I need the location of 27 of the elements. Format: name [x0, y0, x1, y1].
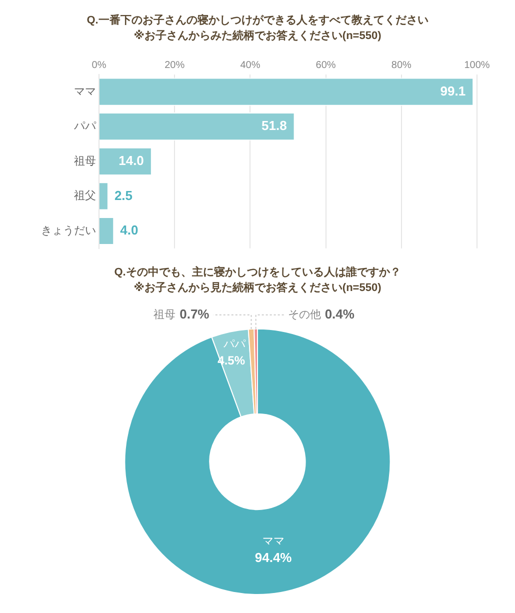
data-label: 4.0 [120, 222, 138, 238]
chart-subtitle: ※お子さんからみた続柄でお答えください(n=550) [134, 28, 382, 42]
chart-title: Q.一番下のお子さんの寝かしつけができる人をすべて教えてください [86, 14, 428, 27]
chart-title: Q.その中でも、主に寝かしつけをしている人は誰ですか？ [114, 266, 401, 279]
y-tick-label: きょうだい [41, 225, 96, 238]
slice-label: その他 [288, 308, 321, 321]
x-tick-label: 80% [391, 60, 412, 72]
slice-label: 祖母 [154, 308, 176, 321]
data-label: 14.0 [118, 152, 144, 168]
chart-subtitle: ※お子さんから見た続柄でお答えください(n=550) [134, 280, 382, 294]
slice-label: ママ [262, 536, 284, 548]
x-tick-label: 0% [92, 60, 106, 72]
x-tick-label: 100% [464, 60, 490, 72]
slice-label: パパ [222, 338, 246, 350]
data-label: 0.7% [180, 306, 210, 322]
data-label: 51.8 [261, 118, 287, 134]
y-tick-label: 祖父 [74, 189, 96, 202]
y-tick-label: ママ [74, 86, 96, 98]
y-tick-label: パパ [73, 120, 97, 133]
data-label: 99.1 [440, 83, 466, 98]
data-label: 94.4% [254, 550, 292, 566]
y-tick-label: 祖母 [74, 154, 96, 168]
x-tick-label: 20% [164, 60, 185, 72]
data-label: 0.4% [324, 306, 355, 322]
x-tick-label: 40% [240, 60, 260, 72]
x-tick-label: 60% [316, 60, 336, 72]
data-label: 2.5 [114, 188, 133, 203]
